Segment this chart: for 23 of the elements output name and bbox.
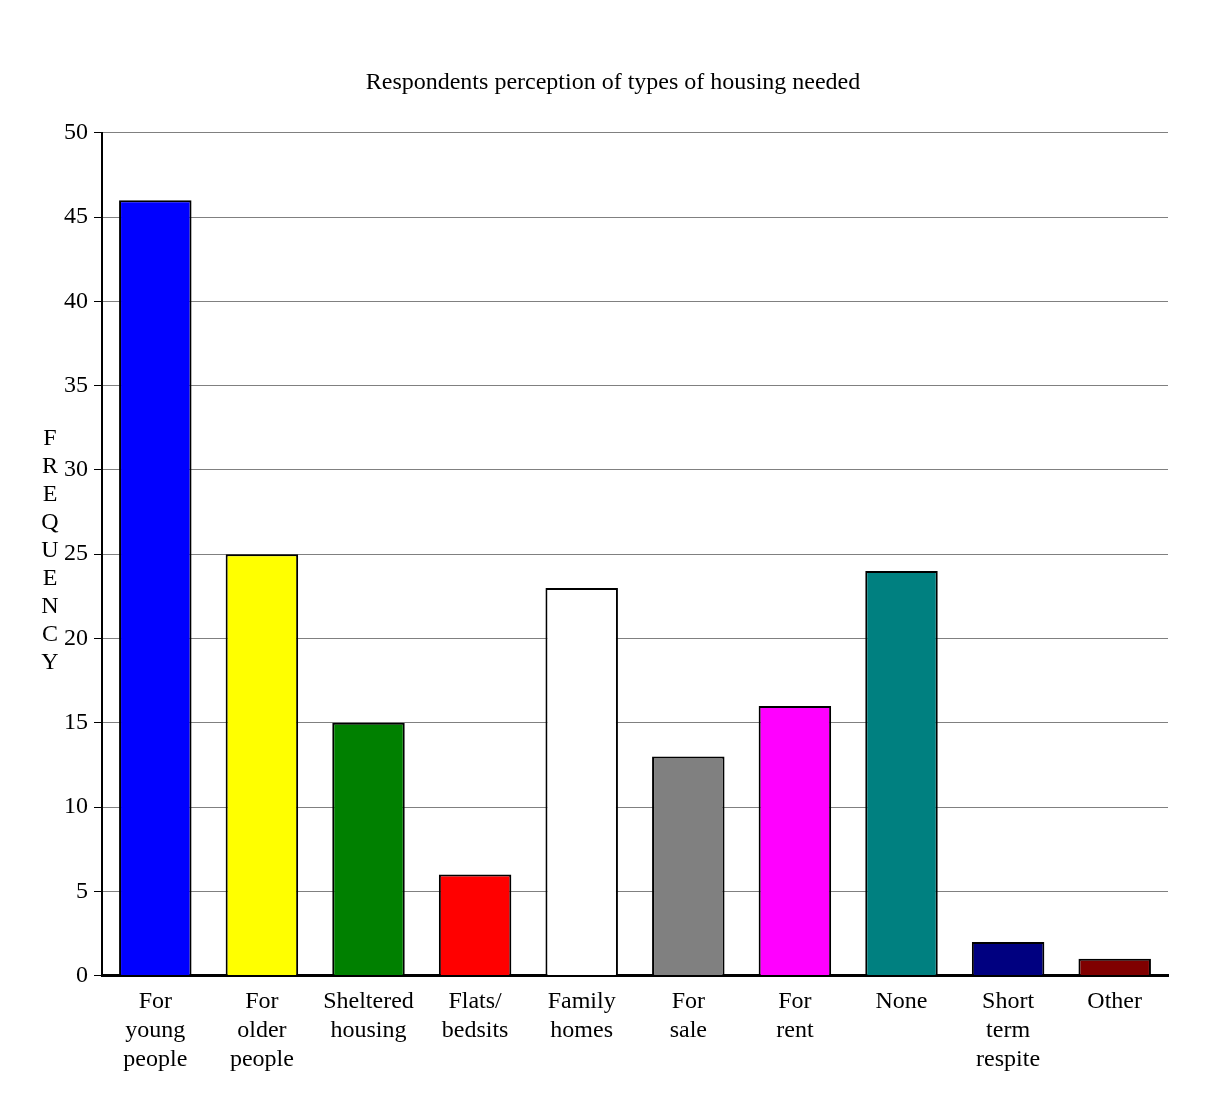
x-tick-label: None [875, 987, 928, 1014]
y-tick-label: 15 [64, 708, 88, 735]
y-tick-label: 5 [76, 876, 88, 903]
y-tick-label: 40 [64, 286, 88, 313]
x-tick-label: Sheltered housing [323, 987, 414, 1043]
chart-title: Respondents perception of types of housing needed [365, 67, 861, 94]
x-tick-label: For older people [229, 987, 294, 1071]
x-tick-label: For sale [669, 987, 707, 1043]
y-tick-label: 50 [64, 118, 88, 145]
text: FREQUENCY [41, 424, 59, 674]
y-tick-label: 30 [64, 455, 88, 482]
x-tick-label: Short term respite [976, 987, 1041, 1071]
y-tick-label: 45 [64, 202, 88, 229]
y-tick-label: 10 [64, 792, 88, 819]
x-tick-label: Family homes [547, 987, 616, 1043]
y-tick-label: 35 [64, 370, 88, 397]
x-tick-label: For rent [776, 987, 814, 1043]
y-tick-label: 0 [76, 960, 88, 987]
x-tick-label: Other [1087, 987, 1143, 1014]
y-tick-label: 25 [64, 539, 88, 566]
x-tick-label: Flats/ bedsits [441, 987, 509, 1043]
y-tick-label: 20 [64, 623, 88, 650]
x-tick-label: For young people [123, 987, 188, 1071]
